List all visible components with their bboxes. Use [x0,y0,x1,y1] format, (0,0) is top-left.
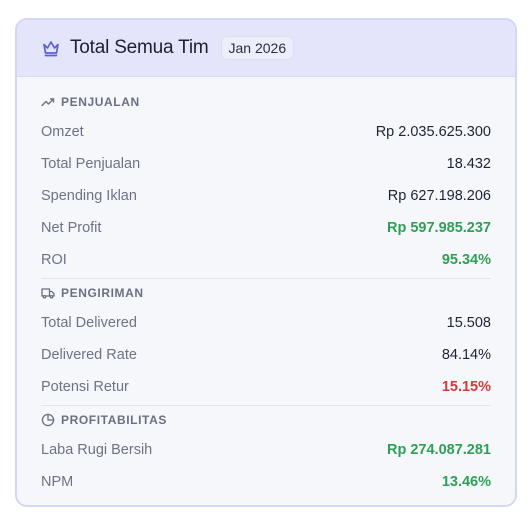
metric-row-potensi-retur: Potensi Retur 15.15% [41,371,491,403]
metric-value: 95.34% [441,252,491,268]
truck-icon [41,286,55,300]
card-title: Total Semua Tim [70,37,209,58]
metric-value: 18.432 [446,156,491,172]
metric-row-spending-iklan: Spending Iklan Rp 627.198.206 [41,180,491,212]
metric-label: Potensi Retur [41,379,129,395]
section-title-text: PENJUALAN [61,95,140,109]
metric-row-roi: ROI 95.34% [41,244,491,276]
period-badge[interactable]: Jan 2026 [220,36,295,60]
metric-value: 15.508 [446,315,491,331]
metric-label: Spending Iklan [41,188,137,204]
metric-label: Net Profit [41,220,102,236]
section-title-text: PROFITABILITAS [61,413,167,427]
metric-value: 13.46% [441,474,491,490]
card-body: PENJUALAN Omzet Rp 2.035.625.300 Total P… [17,77,515,498]
metric-row-net-profit: Net Profit Rp 597.985.237 [41,212,491,244]
metric-value: 15.15% [441,379,491,395]
metric-label: Delivered Rate [41,347,137,363]
section-title-profitabilitas: PROFITABILITAS [41,411,491,429]
trending-up-icon [41,95,55,109]
metric-row-delivered-rate: Delivered Rate 84.14% [41,339,491,371]
metric-label: NPM [41,474,74,490]
metric-value: Rp 274.087.281 [387,442,491,458]
metric-value: Rp 597.985.237 [387,220,491,236]
metric-value: Rp 2.035.625.300 [375,124,491,140]
metric-row-npm: NPM 13.46% [41,466,491,498]
metric-row-omzet: Omzet Rp 2.035.625.300 [41,116,491,148]
section-title-text: PENGIRIMAN [61,286,144,300]
metric-label: Total Penjualan [41,156,141,172]
metric-label: ROI [41,252,67,268]
metric-label: Total Delivered [41,315,137,331]
section-title-penjualan: PENJUALAN [41,93,491,111]
section-divider [41,405,491,406]
section-title-pengiriman: PENGIRIMAN [41,284,491,302]
section-divider [41,278,491,279]
metric-row-total-penjualan: Total Penjualan 18.432 [41,148,491,180]
metric-value: 84.14% [441,347,491,363]
metric-label: Laba Rugi Bersih [41,442,153,458]
metric-row-total-delivered: Total Delivered 15.508 [41,307,491,339]
pie-chart-icon [41,413,55,427]
summary-card: Total Semua Tim Jan 2026 PENJUALAN Omzet… [15,18,517,507]
metric-value: Rp 627.198.206 [387,188,491,204]
metric-row-laba-rugi-bersih: Laba Rugi Bersih Rp 274.087.281 [41,434,491,466]
crown-icon [41,38,61,58]
card-header: Total Semua Tim Jan 2026 [17,20,515,77]
metric-label: Omzet [41,124,84,140]
